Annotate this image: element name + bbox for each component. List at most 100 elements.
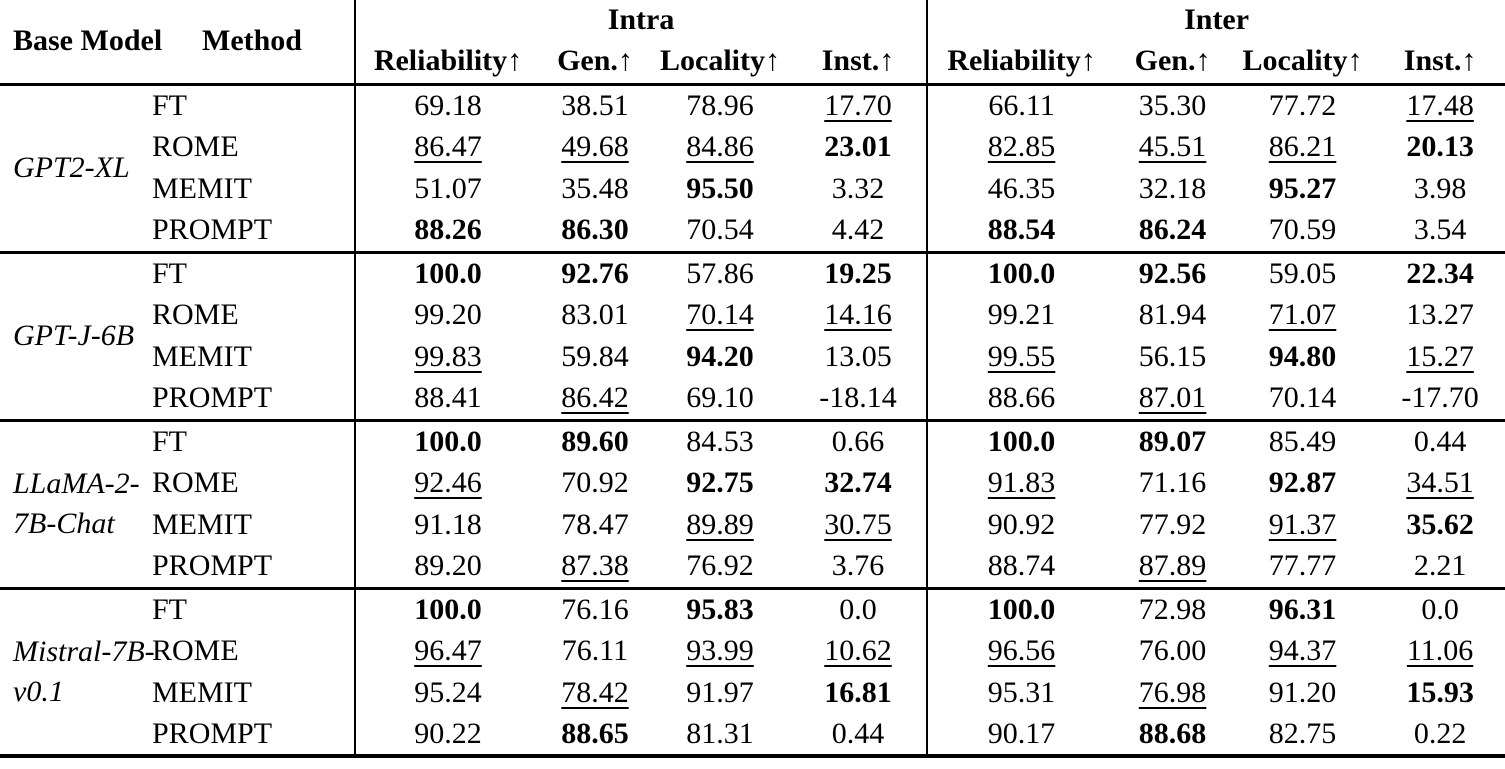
table-row: MEMIT 91.18 78.47 89.89 30.75 90.92 77.92 91.37…	[0, 504, 1505, 546]
base-model-name-line: Mistral-7B-	[13, 634, 155, 668]
intra-metric-cell: 84.53	[650, 418, 790, 462]
metric-value: 23.01	[824, 130, 892, 163]
metric-value: 35.48	[561, 172, 629, 205]
metric-value: 100.0	[414, 424, 482, 458]
table-row: GPT-J-6B FT 100.0 92.76 57.86 19.25 100.0 92.56…	[0, 250, 1505, 420]
metric-value: 70.92	[561, 466, 629, 499]
intra-metric-cell: 89.60	[540, 418, 650, 462]
intra-metric-cell: 99.83	[354, 336, 540, 378]
intra-metric-cell: 16.81	[790, 672, 927, 714]
table-row: ROME 86.47 49.68 84.86 23.01 82.85 45.51 86.21 2…	[0, 126, 1505, 168]
inter-metric-cell: 91.83	[926, 462, 1116, 504]
inter-metric-cell: 94.37	[1230, 630, 1375, 672]
method-column-header: Method	[150, 0, 355, 86]
method-cell: FT	[150, 586, 355, 630]
inter-generalization-header: Gen.↑	[1115, 40, 1231, 86]
metric-value: 78.96	[686, 88, 754, 122]
metric-value: 83.01	[561, 298, 629, 331]
intra-metric-cell: 86.47	[354, 126, 540, 168]
metric-value: 4.42	[831, 213, 885, 247]
metric-value: 100.0	[987, 256, 1056, 290]
metric-value: 100.0	[987, 592, 1056, 626]
metric-value: 89.60	[561, 424, 629, 458]
metric-value: 93.99	[686, 634, 754, 667]
metric-value: 92.56	[1138, 256, 1207, 290]
inter-metric-cell: 95.31	[926, 672, 1116, 714]
metric-value: 88.66	[987, 381, 1056, 415]
inter-metric-cell: 94.80	[1230, 336, 1375, 378]
table-body: GPT2-XL FT 69.18 38.51 78.96 17.70 66.11 35.30 7…	[0, 82, 1505, 756]
metric-value: 81.31	[686, 717, 754, 750]
method-cell: FT	[150, 250, 355, 294]
intra-metric-cell: 88.26	[354, 210, 540, 252]
inter-metric-cell: 88.74	[926, 546, 1116, 588]
intra-metric-cell: 86.30	[540, 210, 650, 252]
inter-metric-cell: 90.92	[926, 504, 1116, 546]
inter-instance-header: Inst.↑	[1375, 40, 1505, 86]
method-cell: ROME	[152, 466, 239, 499]
table-row: MEMIT 95.24 78.42 91.97 16.81 95.31 76.98 91.20…	[0, 672, 1505, 714]
metric-value: 2.21	[1413, 549, 1467, 583]
metric-value: 92.87	[1268, 466, 1337, 499]
table-row: PROMPT 88.26 86.30 70.54 4.42 88.54 86.24 70.59…	[0, 210, 1505, 252]
intra-metric-cell: 70.54	[650, 210, 790, 252]
method-cell: ROME	[152, 298, 239, 331]
inter-metric-cell: 17.48	[1375, 82, 1505, 126]
intra-metric-cell: 23.01	[790, 126, 927, 168]
inter-metric-cell: 3.54	[1375, 210, 1505, 252]
intra-metric-cell: 88.65	[540, 714, 650, 756]
metric-value: 88.54	[987, 213, 1056, 247]
inter-metric-cell: 92.87	[1230, 462, 1375, 504]
metric-value: 94.80	[1268, 340, 1337, 373]
base-model-name-line: 7B-Chat	[13, 507, 115, 540]
metric-value: 71.16	[1138, 466, 1207, 499]
inter-metric-cell: 81.94	[1115, 294, 1230, 336]
base-model-name-line: v0.1	[13, 674, 64, 708]
metric-value: 81.94	[1138, 298, 1207, 331]
intra-metric-cell: 83.01	[540, 294, 650, 336]
inter-metric-cell: 35.30	[1115, 82, 1231, 126]
base-model-name-line: GPT-J-6B	[13, 319, 135, 352]
metric-value: 92.75	[686, 466, 754, 499]
metric-value: 3.54	[1413, 213, 1467, 247]
intra-metric-cell: 92.76	[540, 250, 650, 294]
metric-value: 34.51	[1406, 466, 1474, 499]
intra-metric-cell: 87.38	[540, 546, 650, 588]
metric-value: 99.20	[414, 298, 482, 331]
metric-value: 94.20	[686, 340, 754, 373]
metric-value: 86.21	[1268, 130, 1337, 163]
metric-value: 71.07	[1268, 298, 1337, 331]
inter-metric-cell: 82.85	[926, 126, 1116, 168]
intra-instance-header: Inst.↑	[790, 40, 928, 86]
metric-value: 70.54	[686, 213, 754, 247]
intra-metric-cell: 95.50	[650, 168, 790, 210]
intra-metric-cell: 59.84	[540, 336, 650, 378]
inter-metric-cell: 15.27	[1375, 336, 1505, 378]
inter-metric-cell: 2.21	[1375, 546, 1505, 588]
intra-metric-cell: 100.0	[354, 418, 540, 462]
metric-value: 91.97	[686, 676, 754, 709]
metric-value: 14.16	[824, 298, 892, 331]
metric-value: 32.74	[824, 466, 892, 499]
inter-metric-cell: 88.54	[926, 210, 1116, 252]
inter-metric-cell: 71.16	[1115, 462, 1230, 504]
intra-metric-cell: 0.0	[790, 586, 928, 630]
inter-metric-cell: 20.13	[1375, 126, 1505, 168]
metric-value: 66.11	[988, 88, 1055, 122]
inter-metric-cell: 90.17	[926, 714, 1116, 756]
metric-value: 35.30	[1138, 88, 1207, 122]
inter-metric-cell: 35.62	[1375, 504, 1505, 546]
inter-metric-cell: 70.59	[1230, 210, 1375, 252]
metric-value: 56.15	[1138, 340, 1207, 373]
metric-value: 19.25	[824, 256, 892, 290]
intra-metric-cell: 3.32	[790, 168, 927, 210]
metric-value: 86.24	[1138, 213, 1207, 247]
metric-value: 86.30	[561, 213, 629, 247]
intra-metric-cell: -18.14	[790, 378, 927, 420]
intra-metric-cell: 38.51	[540, 82, 650, 126]
inter-metric-cell: 100.0	[926, 250, 1116, 294]
intra-metric-cell: 84.86	[650, 126, 790, 168]
metric-value: 95.31	[987, 676, 1056, 709]
inter-metric-cell: 92.56	[1115, 250, 1231, 294]
intra-metric-cell: 70.92	[540, 462, 650, 504]
